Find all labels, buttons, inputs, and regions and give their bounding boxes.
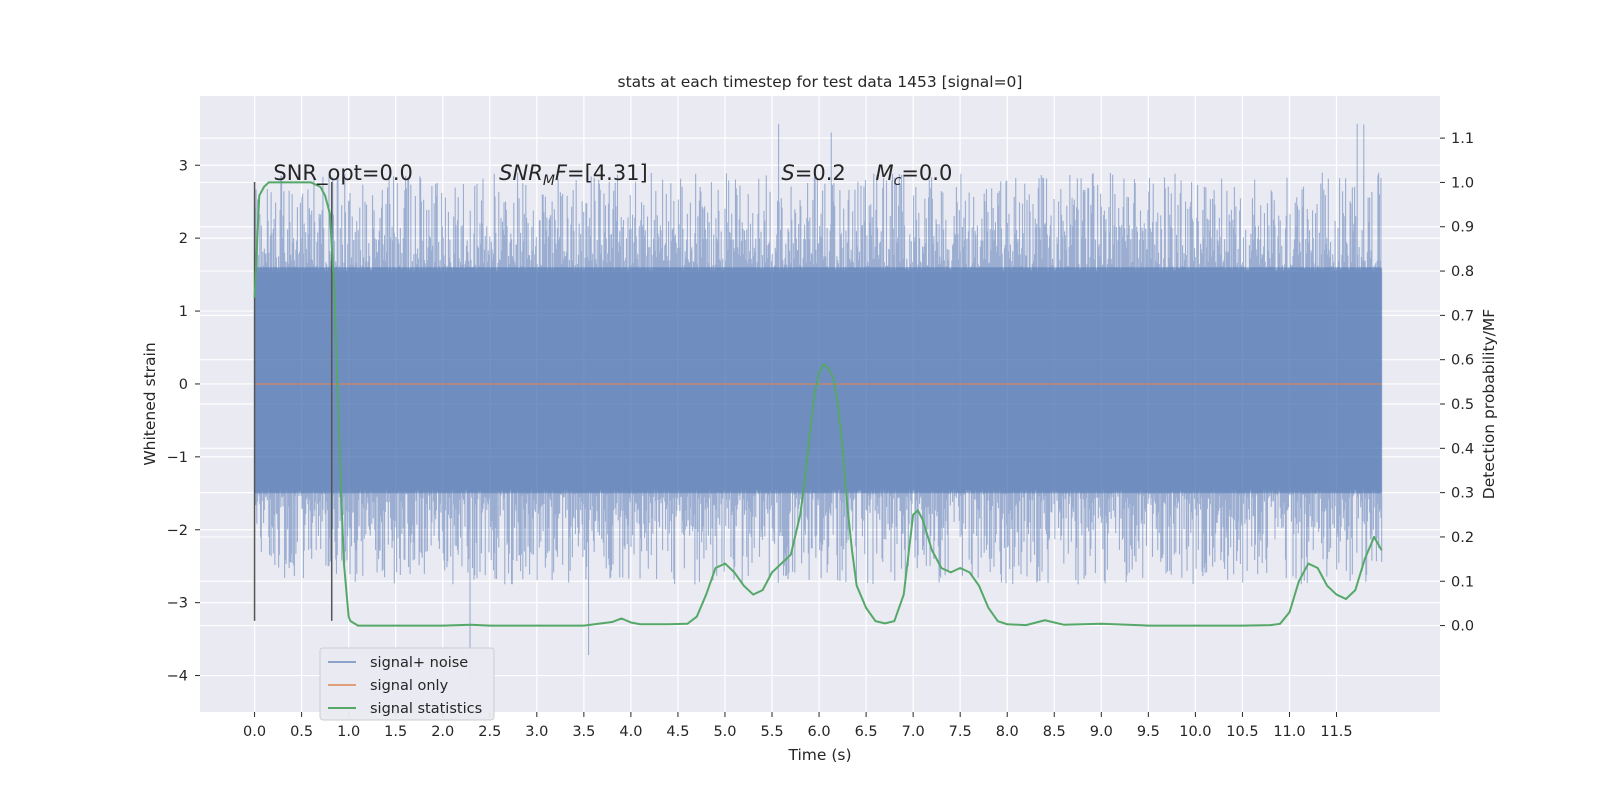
y-ticks-left: −4 −3 −2 −1 0 1 2 3 <box>167 158 200 685</box>
x-tick-label-1: 0.5 <box>290 724 313 740</box>
y-left-tick-label-6: 2 <box>179 231 188 247</box>
y-left-tick-label-3: −1 <box>167 450 188 466</box>
annotation-3: Mc=0.0 <box>876 161 953 189</box>
x-tick-label-22: 11.0 <box>1273 724 1305 740</box>
legend-label-signal-only: signal only <box>370 678 449 694</box>
y-left-tick-label-1: −3 <box>167 596 188 612</box>
x-tick-label-17: 8.5 <box>1043 724 1066 740</box>
signal-statistics-line <box>253 181 1383 627</box>
annotation-3-part-1: c <box>894 173 902 189</box>
x-tick-label-13: 6.5 <box>855 724 878 740</box>
x-tick-label-14: 7.0 <box>902 724 925 740</box>
x-axis-label: Time (s) <box>787 746 851 764</box>
y-left-tick-label-2: −2 <box>167 523 188 539</box>
annotation-1-part-0: SNR <box>499 161 543 185</box>
x-tick-label-19: 9.5 <box>1137 724 1160 740</box>
y-right-tick-label-0: 0.0 <box>1451 619 1474 635</box>
x-tick-label-21: 10.5 <box>1226 724 1258 740</box>
annotation-2-part-1: =0.2 <box>795 161 846 185</box>
x-tick-label-23: 11.5 <box>1320 724 1352 740</box>
y-right-tick-label-7: 0.7 <box>1451 308 1474 324</box>
y-right-tick-label-8: 0.8 <box>1451 264 1474 280</box>
annotation-0-part-0: SNR_opt=0.0 <box>273 161 413 186</box>
x-tick-label-4: 2.0 <box>431 724 454 740</box>
series-lines <box>253 181 1383 627</box>
x-tick-label-5: 2.5 <box>478 724 501 740</box>
y-right-tick-label-3: 0.3 <box>1451 486 1474 502</box>
x-tick-label-6: 3.0 <box>525 724 548 740</box>
annotation-1-part-2: F <box>555 161 568 185</box>
y-right-tick-label-6: 0.6 <box>1451 353 1474 369</box>
legend-entry-signal-statistics: signal statistics <box>328 701 482 717</box>
x-tick-label-10: 5.0 <box>713 724 736 740</box>
x-tick-label-8: 4.0 <box>619 724 642 740</box>
chart-title: stats at each timestep for test data 145… <box>618 73 1023 91</box>
legend: signal+ noise signal only signal statist… <box>319 647 495 721</box>
y-right-tick-label-4: 0.4 <box>1451 441 1474 457</box>
annotation-1-part-3: =[4.31] <box>567 161 648 185</box>
y-right-tick-label-11: 1.1 <box>1451 131 1474 147</box>
annotation-1: SNRMF=[4.31] <box>499 161 648 189</box>
x-tick-label-9: 4.5 <box>666 724 689 740</box>
x-tick-label-2: 1.0 <box>337 724 360 740</box>
y-right-tick-label-2: 0.2 <box>1451 530 1474 546</box>
y-right-tick-label-5: 0.5 <box>1451 397 1474 413</box>
y-left-tick-label-4: 0 <box>179 377 188 393</box>
annotation-2: S=0.2 <box>781 161 845 185</box>
legend-label-signal-statistics: signal statistics <box>370 701 482 717</box>
annotation-2-part-0: S <box>781 161 794 185</box>
annotations: SNR_opt=0.0 SNRMF=[4.31] S=0.2 Mc=0.0 <box>273 161 952 189</box>
y-right-tick-label-1: 0.1 <box>1451 574 1474 590</box>
y-axis-label-left: Whitened strain <box>141 342 159 465</box>
legend-entry-signal-noise: signal+ noise <box>328 655 468 671</box>
x-tick-label-11: 5.5 <box>760 724 783 740</box>
x-ticks: 0.0 0.5 1.0 1.5 2.0 2.5 3.0 3.5 4.0 4.5 5.0 5.5 6.0 6… <box>243 712 1353 740</box>
y-left-tick-label-5: 1 <box>179 304 188 320</box>
y-right-tick-label-9: 0.9 <box>1451 220 1474 236</box>
x-tick-label-18: 9.0 <box>1090 724 1113 740</box>
y-left-tick-label-0: −4 <box>167 669 188 685</box>
x-tick-label-0: 0.0 <box>243 724 266 740</box>
legend-box <box>319 647 495 721</box>
x-tick-label-15: 7.5 <box>949 724 972 740</box>
y-axis-label-right: Detection probability/MF <box>1480 309 1498 500</box>
y-right-tick-label-10: 1.0 <box>1451 175 1474 191</box>
annotation-3-part-2: =0.0 <box>901 161 952 185</box>
annotation-0: SNR_opt=0.0 <box>273 161 413 186</box>
annotation-3-part-0: M <box>876 161 894 185</box>
x-tick-label-3: 1.5 <box>384 724 407 740</box>
annotation-1-part-1: M <box>543 173 555 189</box>
legend-entry-signal-only: signal only <box>328 678 449 694</box>
x-tick-label-16: 8.0 <box>996 724 1019 740</box>
y-ticks-right: 0.0 0.1 0.2 0.3 0.4 0.5 0.6 0.7 0.8 0.9 1.0 1.1 <box>1440 131 1474 635</box>
y-left-tick-label-7: 3 <box>179 158 188 174</box>
x-tick-label-20: 10.0 <box>1179 724 1211 740</box>
x-tick-label-7: 3.5 <box>572 724 595 740</box>
x-tick-label-12: 6.0 <box>808 724 831 740</box>
legend-label-signal-noise: signal+ noise <box>370 655 468 671</box>
